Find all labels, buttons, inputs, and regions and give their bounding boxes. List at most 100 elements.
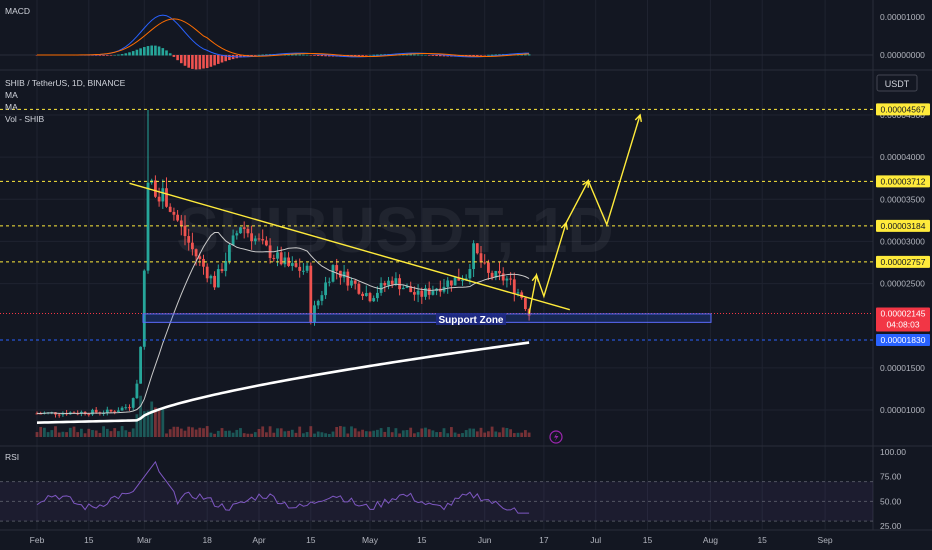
- macd-histogram-bar: [242, 55, 246, 57]
- candle-body: [320, 295, 324, 301]
- current-price-badge: [876, 307, 930, 332]
- x-tick-label: 15: [757, 535, 767, 545]
- x-tick-label: 15: [306, 535, 316, 545]
- volume-bar: [512, 433, 516, 437]
- volume-bar: [202, 428, 205, 437]
- rsi-axis[interactable]: 100.00 75.00 50.00 25.00: [880, 447, 906, 531]
- volume-bars: [35, 395, 531, 437]
- ma-label-1[interactable]: MA: [5, 90, 18, 100]
- volume-bar: [120, 426, 124, 437]
- volume-bar: [450, 427, 453, 437]
- candle-body: [309, 265, 313, 323]
- support-zone[interactable]: [142, 313, 712, 323]
- volume-bar: [179, 428, 183, 437]
- candle-body: [57, 414, 61, 416]
- volume-bar: [161, 408, 165, 437]
- x-tick-label: Mar: [137, 535, 152, 545]
- candle-body: [161, 188, 165, 202]
- candle-body: [494, 270, 498, 278]
- volume-bar: [464, 430, 468, 437]
- volume-label[interactable]: Vol - SHIB: [5, 114, 45, 124]
- volume-bar: [438, 432, 442, 437]
- macd-histogram-bar: [187, 55, 190, 68]
- candle-body: [376, 292, 379, 299]
- ma-label-2[interactable]: MA: [5, 102, 18, 112]
- candle-body: [483, 262, 487, 264]
- volume-bar: [442, 428, 446, 437]
- x-tick-label: 15: [84, 535, 94, 545]
- volume-bar: [353, 428, 357, 437]
- descending-trendline[interactable]: [129, 182, 570, 311]
- volume-bar: [305, 432, 309, 437]
- volume-bar: [398, 433, 401, 437]
- candle-body: [202, 258, 205, 267]
- volume-bar: [253, 432, 257, 437]
- candle-body: [413, 292, 416, 295]
- price-axis[interactable]: 0.000045000.000040000.000035000.00003000…: [876, 103, 930, 415]
- volume-bar: [376, 429, 379, 437]
- lightning-icon[interactable]: [549, 430, 563, 444]
- candle-body: [113, 411, 117, 413]
- macd-tick-label: 0.00001000: [880, 12, 925, 22]
- candle-body: [94, 409, 98, 413]
- macd-histogram-bar: [102, 55, 105, 56]
- macd-axis[interactable]: 0.00001000 0.00000000: [880, 12, 925, 60]
- macd-histogram-bar: [98, 55, 102, 56]
- candle-body: [179, 220, 183, 226]
- x-tick-label: 18: [202, 535, 212, 545]
- volume-bar: [142, 411, 146, 437]
- volume-bar: [379, 428, 383, 437]
- macd-histogram-bar: [316, 55, 320, 56]
- macd-histogram-bar: [239, 55, 242, 58]
- volume-bar: [46, 432, 50, 437]
- symbol-title[interactable]: SHIB / TetherUS, 1D, BINANCE: [5, 78, 126, 88]
- volume-bar: [150, 401, 154, 437]
- macd-histogram-bar: [353, 55, 357, 57]
- candle-body: [409, 286, 413, 293]
- volume-bar: [209, 432, 213, 437]
- time-axis[interactable]: Feb 15 Mar 18 Apr 15 May 15 Jun 17 Jul 15 Aug 15 Sep: [30, 535, 833, 545]
- volume-bar: [268, 426, 272, 437]
- candle-body: [468, 269, 472, 279]
- volume-bar: [313, 433, 316, 437]
- volume-bar: [479, 427, 483, 437]
- volume-bar: [461, 433, 464, 437]
- macd-histogram-bar: [409, 54, 412, 56]
- macd-histogram-bar: [154, 45, 157, 56]
- macd-histogram-bar: [224, 55, 227, 62]
- macd-histogram-bar: [361, 55, 364, 56]
- candle-body: [109, 409, 113, 412]
- candle-body: [87, 414, 91, 416]
- volume-bar: [339, 426, 342, 437]
- x-tick-label: Aug: [703, 535, 718, 545]
- candle-body: [450, 280, 453, 286]
- volume-bar: [117, 431, 120, 437]
- volume-bar: [431, 430, 435, 437]
- candle-body: [257, 238, 261, 240]
- currency-button[interactable]: [876, 74, 918, 92]
- volume-bar: [383, 431, 387, 437]
- watermark: SHIBUSDT, 1D: [176, 194, 613, 266]
- volume-bar: [87, 428, 91, 437]
- candle-body: [261, 239, 265, 241]
- candle-body: [457, 277, 461, 281]
- volume-bar: [165, 433, 168, 437]
- x-tick-label: Jun: [478, 535, 492, 545]
- macd-histogram-bar: [198, 55, 202, 70]
- volume-bar: [80, 428, 83, 437]
- candle-body: [157, 196, 161, 202]
- currency-button-label[interactable]: USDT: [885, 79, 910, 89]
- candle-body: [368, 293, 372, 302]
- volume-bar: [505, 427, 509, 437]
- volume-bar: [357, 431, 361, 437]
- candle-body: [172, 211, 176, 215]
- projection-arrowhead: [531, 113, 643, 283]
- macd-histogram-bar: [309, 55, 313, 56]
- volume-bar: [54, 426, 57, 437]
- candle-body: [198, 256, 202, 259]
- candle-body: [461, 280, 464, 282]
- volume-bar: [290, 429, 294, 437]
- candle-body: [191, 242, 194, 250]
- candle-body: [335, 265, 339, 271]
- macd-histogram-bar: [94, 55, 98, 56]
